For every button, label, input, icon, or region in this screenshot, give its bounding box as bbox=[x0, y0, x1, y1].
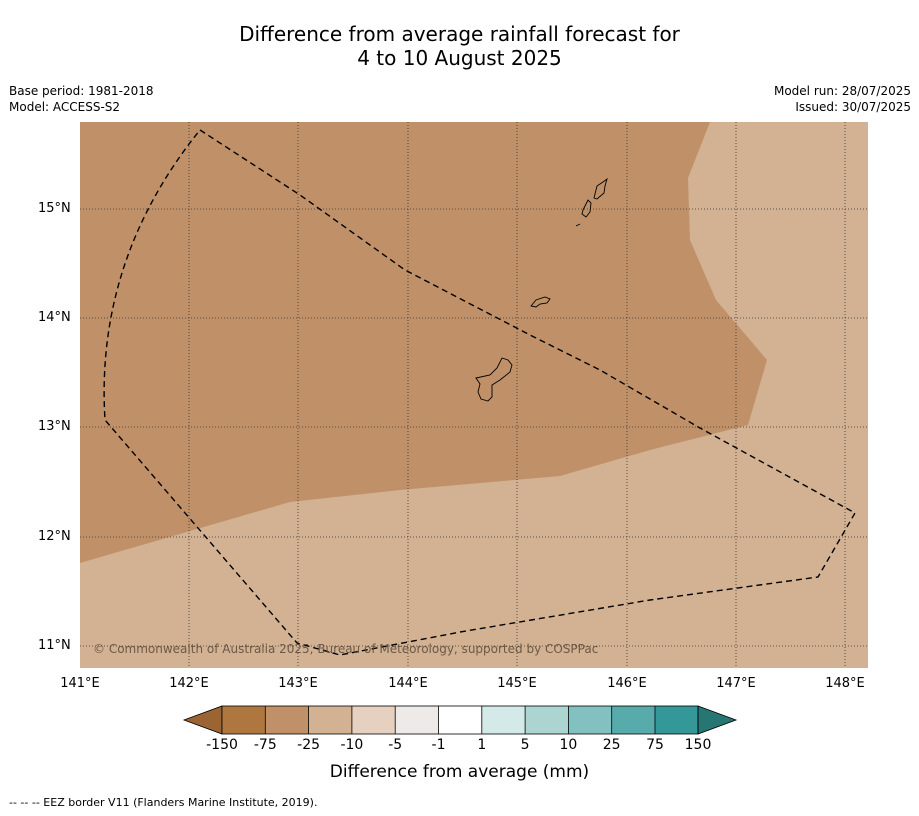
lat-label-12: 12°N bbox=[38, 529, 71, 544]
colorbar-tick-label: 75 bbox=[646, 737, 664, 753]
islands bbox=[475, 177, 608, 402]
colorbar-bin-2 bbox=[265, 706, 309, 734]
colorbar-tick-label: -150 bbox=[206, 737, 238, 753]
island-rota bbox=[530, 296, 551, 308]
colorbar-tick-label: 10 bbox=[559, 737, 578, 753]
lat-label-14: 14°N bbox=[38, 310, 71, 325]
colorbar-title: Difference from average (mm) bbox=[329, 762, 590, 782]
base-period: Base period: 1981-2018 bbox=[9, 84, 154, 98]
lon-label-148: 148°E bbox=[825, 676, 865, 691]
title-line-2: 4 to 10 August 2025 bbox=[357, 46, 562, 70]
island-saipan bbox=[593, 177, 608, 200]
island-tinian bbox=[581, 199, 592, 218]
meta-left: Base period: 1981-2018 Model: ACCESS-S2 bbox=[9, 83, 154, 115]
lon-label-147: 147°E bbox=[716, 676, 756, 691]
model-name: Model: ACCESS-S2 bbox=[9, 100, 121, 114]
colorbar-bin-8 bbox=[525, 706, 569, 734]
colorbar-bin-6 bbox=[438, 706, 482, 734]
lon-label-145: 145°E bbox=[497, 676, 537, 691]
colorbar-tick-label: 1 bbox=[477, 737, 487, 753]
colorbar-tick-label: 150 bbox=[684, 737, 712, 753]
lat-label-13: 13°N bbox=[38, 419, 71, 434]
colorbar-bin-9 bbox=[568, 706, 612, 734]
issued-date: Issued: 30/07/2025 bbox=[795, 100, 911, 114]
eez-border bbox=[103, 129, 856, 656]
lat-label-11: 11°N bbox=[38, 638, 71, 653]
colorbar-tick-label: -25 bbox=[297, 737, 321, 753]
lon-label-144: 144°E bbox=[388, 676, 428, 691]
lon-label-143: 143°E bbox=[278, 676, 318, 691]
colorbar-tick-label: 25 bbox=[602, 737, 621, 753]
eez-legend-note: -- -- -- EEZ border V11 (Flanders Marine… bbox=[9, 796, 318, 809]
colorbar-bin-1 bbox=[222, 706, 266, 734]
island-guam bbox=[475, 357, 513, 402]
drier-zone bbox=[80, 122, 767, 563]
colorbar-extend-high bbox=[697, 705, 738, 735]
colorbar-bin-10 bbox=[611, 706, 655, 734]
lat-label-15: 15°N bbox=[38, 201, 71, 216]
copyright-notice: © Commonwealth of Australia 2025, Bureau… bbox=[93, 642, 599, 656]
colorbar-tick-label: 5 bbox=[520, 737, 530, 753]
colorbar-extend-low bbox=[182, 705, 223, 735]
colorbar-bin-11 bbox=[655, 706, 698, 734]
colorbar-bin-5 bbox=[395, 706, 439, 734]
colorbar-tick-label: -10 bbox=[340, 737, 364, 753]
model-run: Model run: 28/07/2025 bbox=[773, 84, 911, 98]
colorbar-bin-4 bbox=[351, 706, 396, 734]
gridlines bbox=[80, 122, 868, 668]
meta-right: Model run: 28/07/2025 Issued: 30/07/2025 bbox=[774, 83, 911, 115]
colorbar bbox=[182, 705, 738, 735]
colorbar-bin-7 bbox=[481, 706, 526, 734]
lon-label-146: 146°E bbox=[607, 676, 647, 691]
colorbar-bin-3 bbox=[308, 706, 352, 734]
lon-label-141: 141°E bbox=[60, 676, 100, 691]
chart-title: Difference from average rainfall forecas… bbox=[0, 22, 919, 70]
island-aguijan bbox=[575, 223, 581, 227]
title-line-1: Difference from average rainfall forecas… bbox=[239, 22, 680, 46]
colorbar-frame bbox=[221, 705, 699, 735]
colorbar-tick-label: -1 bbox=[431, 737, 446, 753]
colorbar-tick-label: -5 bbox=[388, 737, 403, 753]
colorbar-tick-label: -75 bbox=[253, 737, 277, 753]
lon-label-142: 142°E bbox=[169, 676, 209, 691]
